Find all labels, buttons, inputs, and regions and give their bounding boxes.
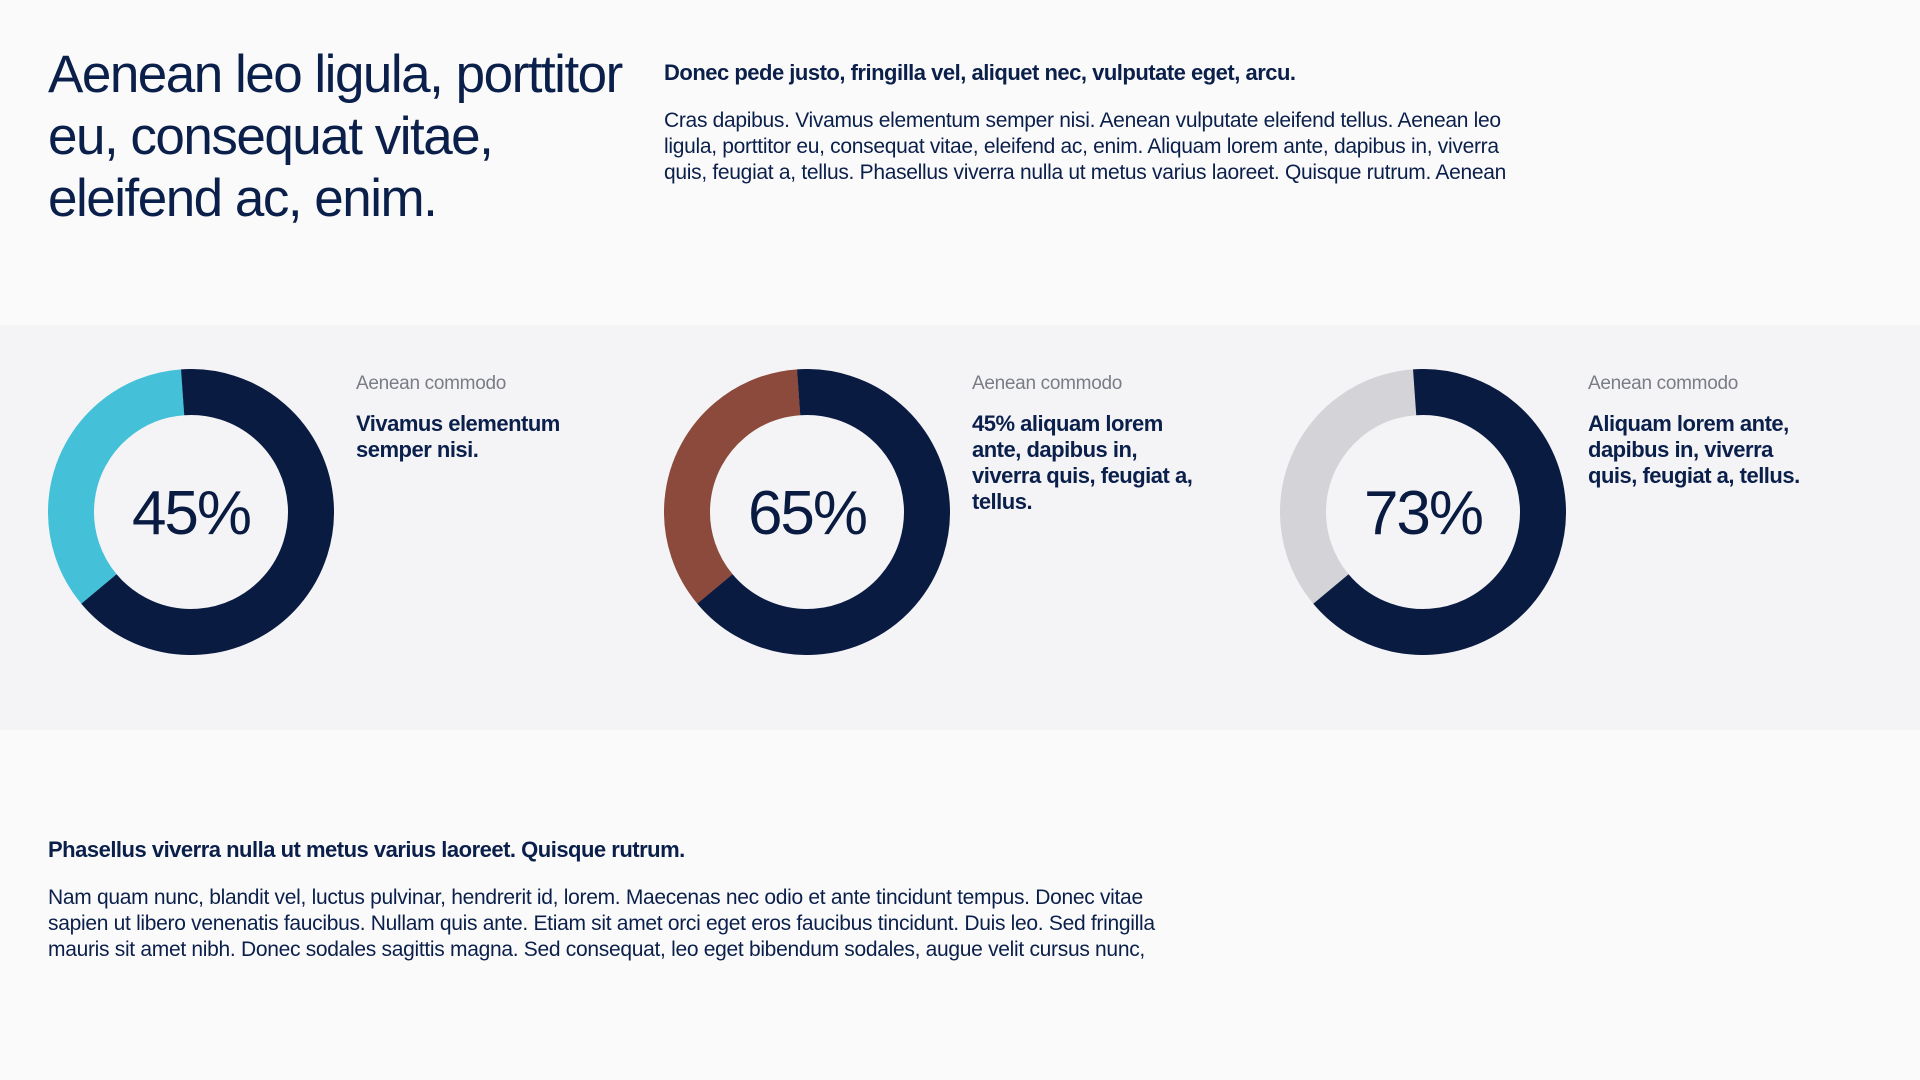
stat-caption: Aenean commodo [356, 373, 507, 394]
stat-description: Aliquam lorem ante, dapibus in, viverra … [1588, 411, 1800, 488]
stat-card-2: 65% Aenean commodo 45% aliquam lorem ant… [664, 325, 1264, 730]
intro-section: Donec pede justo, fringilla vel, aliquet… [664, 58, 1544, 186]
stat-description: Vivamus elementum semper nisi. [356, 411, 560, 462]
donut-center-label: 45% [132, 479, 250, 548]
hero-title: Aenean leo ligula, porttitor eu, consequ… [48, 45, 623, 228]
bottom-section: Phasellus viverra nulla ut metus varius … [48, 835, 1208, 963]
donut-chart-2: 65% [664, 369, 950, 655]
donut-segment-2 [48, 369, 334, 655]
stat-card-3: 73% Aenean commodo Aliquam lorem ante, d… [1280, 325, 1880, 730]
stat-card-1: 45% Aenean commodo Vivamus elementum sem… [48, 325, 648, 730]
stat-caption: Aenean commodo [972, 373, 1123, 394]
donut-center-label: 73% [1364, 479, 1482, 548]
bottom-heading: Phasellus viverra nulla ut metus varius … [48, 837, 685, 862]
donut-chart-3: 73% [1280, 369, 1566, 655]
donut-chart-1: 45% [48, 369, 334, 655]
bottom-body: Nam quam nunc, blandit vel, luctus pulvi… [48, 886, 1155, 961]
donut-segment-2 [1280, 369, 1566, 655]
intro-body: Cras dapibus. Vivamus elementum semper n… [664, 109, 1506, 184]
stat-description: 45% aliquam lorem ante, dapibus in, vive… [972, 411, 1193, 514]
stats-band: 45% Aenean commodo Vivamus elementum sem… [0, 325, 1920, 730]
intro-heading: Donec pede justo, fringilla vel, aliquet… [664, 60, 1296, 85]
donut-center-label: 65% [748, 479, 866, 548]
stat-caption: Aenean commodo [1588, 373, 1739, 394]
